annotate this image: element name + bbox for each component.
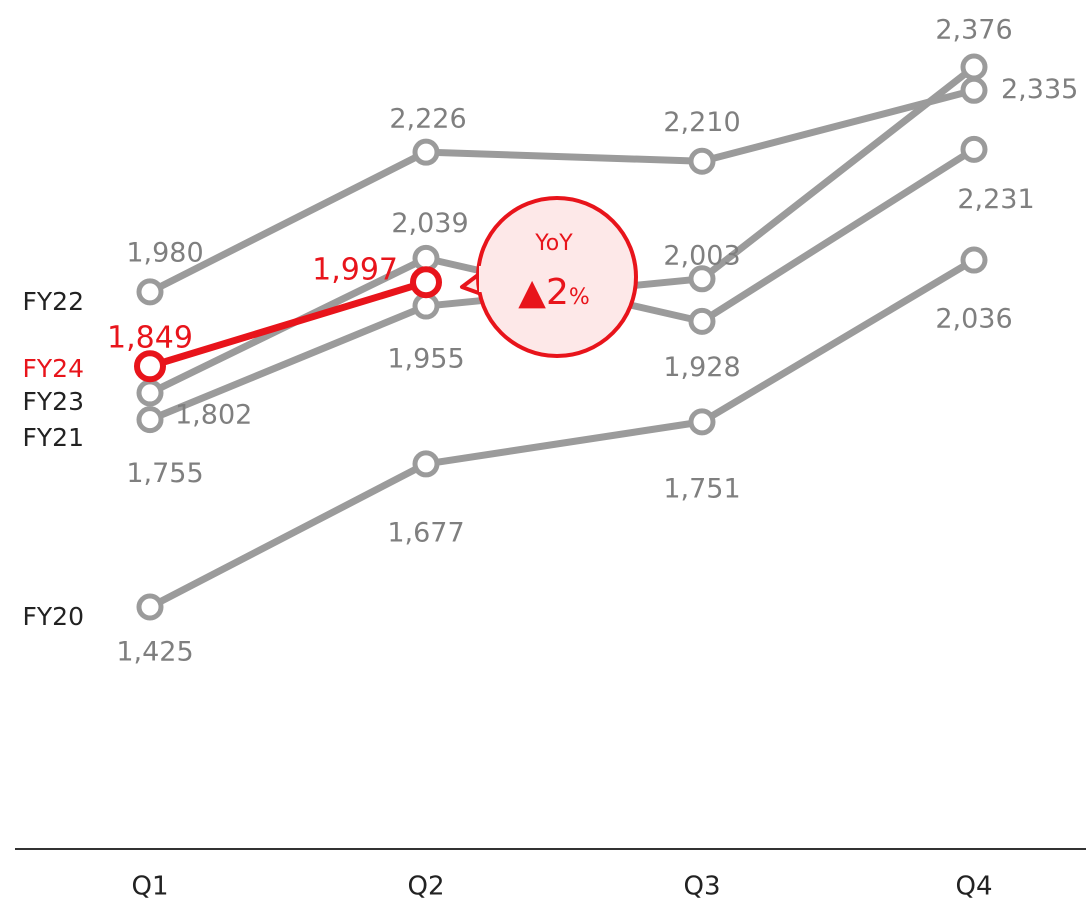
data-label-fy20-q1: 1,425 [116, 637, 193, 668]
series-line-fy22 [146, 86, 978, 296]
data-label-fy21-q4: 2,376 [935, 15, 1012, 46]
data-label-fy23-q3: 1,928 [663, 352, 740, 383]
series-label-fy22: FY22 [23, 287, 84, 316]
x-tick-q3: Q3 [683, 872, 720, 902]
yoy-callout: YoY ▲2% [460, 196, 638, 358]
data-point-fy23-q2 [412, 244, 440, 272]
x-axis-ticks: Q1 Q2 Q3 Q4 [131, 872, 992, 902]
data-label-fy22-q4: 2,335 [1001, 74, 1078, 105]
yoy-pointer-mask [479, 266, 501, 292]
x-tick-q1: Q1 [131, 872, 168, 902]
series-label-fy23: FY23 [23, 387, 84, 416]
data-label-fy23-q2: 2,039 [391, 208, 468, 239]
series-points [134, 53, 988, 621]
data-point-fy20-q4 [960, 246, 988, 274]
data-label-fy20-q3: 1,751 [663, 473, 740, 504]
data-point-fy20-q1 [136, 593, 164, 621]
series-label-fy24: FY24 [23, 354, 84, 383]
yoy-value: ▲2% [518, 272, 590, 313]
data-label-fy21-q2: 1,955 [387, 344, 464, 375]
data-point-fy21-q3 [688, 265, 716, 293]
data-point-fy23-q4 [960, 135, 988, 163]
data-label-fy20-q2: 1,677 [387, 517, 464, 548]
data-label-fy21-q3: 2,003 [663, 240, 740, 271]
data-point-fy20-q2 [412, 450, 440, 478]
data-point-fy22-q4 [960, 76, 988, 104]
data-label-fy20-q4: 2,036 [935, 304, 1012, 335]
data-point-fy24-q2 [410, 266, 442, 299]
data-label-fy24-q2: 1,997 [312, 253, 398, 288]
data-point-fy23-q1 [136, 379, 164, 407]
series-line-fy24 [146, 278, 430, 370]
series-label-fy21: FY21 [23, 423, 84, 452]
data-point-fy22-q1 [136, 278, 164, 306]
x-tick-q2: Q2 [407, 872, 444, 902]
yoy-callout-circle [476, 196, 638, 358]
data-label-fy24-q1: 1,849 [107, 321, 193, 356]
data-point-fy21-q2 [412, 292, 440, 320]
series-lines [146, 63, 978, 611]
x-tick-q4: Q4 [955, 872, 992, 902]
data-label-fy23-q1: 1,802 [175, 399, 252, 430]
data-label-fy21-q1: 1,755 [126, 458, 203, 489]
data-point-fy22-q2 [412, 138, 440, 166]
series-label-fy20: FY20 [23, 602, 84, 631]
data-point-fy23-q3 [688, 307, 716, 335]
data-point-fy24-q1 [134, 350, 166, 383]
yoy-title: YoY [534, 231, 573, 256]
data-point-fy21-q1 [136, 406, 164, 434]
data-label-fy22-q3: 2,210 [663, 107, 740, 138]
value-labels: 1,425 1,677 1,751 2,036 1,755 1,955 2,003 2,376… [107, 15, 1078, 668]
data-point-fy20-q3 [688, 408, 716, 436]
data-point-fy21-q4 [960, 53, 988, 81]
series-line-fy20 [146, 256, 978, 611]
data-label-fy23-q4: 2,231 [957, 184, 1034, 215]
data-label-fy22-q2: 2,226 [389, 104, 466, 135]
data-point-fy22-q3 [688, 147, 716, 175]
data-label-fy22-q1: 1,980 [126, 237, 203, 268]
series-name-labels: FY20 FY21 FY22 FY23 FY24 [23, 287, 84, 631]
